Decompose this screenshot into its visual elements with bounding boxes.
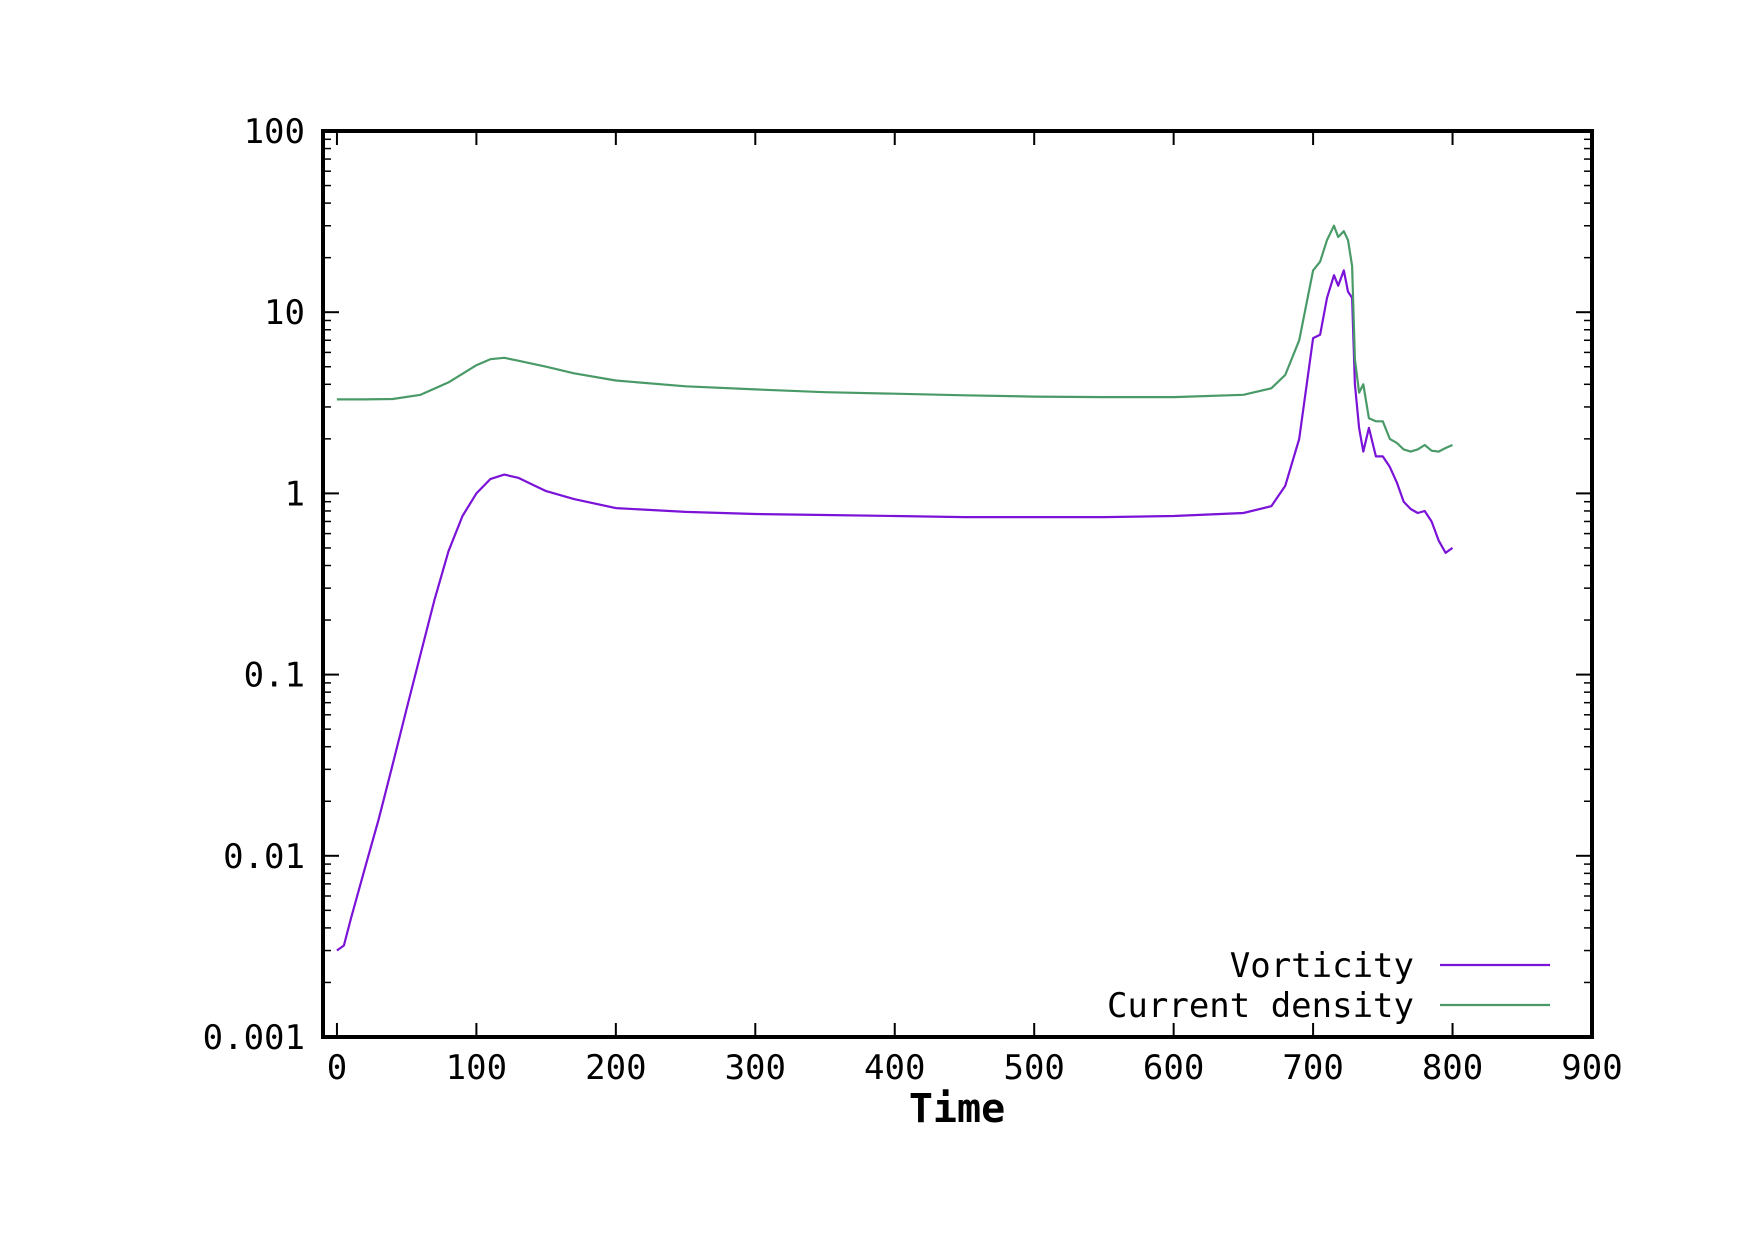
x-tick-label: 600 — [1143, 1048, 1204, 1088]
x-tick-labels: 0 100 200 300 400 500 600 700 800 900 — [327, 1048, 1623, 1088]
y-tick-label: 0.01 — [223, 837, 305, 877]
x-tick-label: 400 — [864, 1048, 925, 1088]
x-tick-label: 500 — [1003, 1048, 1064, 1088]
y-tick-label: 100 — [244, 112, 305, 152]
series-line-current-density — [336, 224, 1453, 453]
legend-label: Vorticity — [1230, 946, 1414, 986]
y-tick-label: 0.1 — [244, 656, 305, 696]
y-tick-labels: 0.001 0.01 0.1 1 10 100 — [203, 112, 305, 1058]
x-tick-label: 200 — [585, 1048, 646, 1088]
x-tick-label: 900 — [1561, 1048, 1622, 1088]
ticks-group — [323, 130, 1593, 1038]
y-tick-label: 10 — [264, 293, 305, 333]
x-tick-label: 0 — [327, 1048, 347, 1088]
series-group — [336, 224, 1454, 952]
x-tick-label: 700 — [1282, 1048, 1343, 1088]
x-tick-label: 100 — [446, 1048, 507, 1088]
series-line-vorticity — [336, 269, 1454, 952]
legend-label: Current density — [1107, 986, 1414, 1026]
x-tick-label: 300 — [725, 1048, 786, 1088]
y-tick-label: 0.001 — [203, 1018, 305, 1058]
x-tick-label: 800 — [1422, 1048, 1483, 1088]
plot-frame — [321, 129, 1594, 1039]
x-axis-title: Time — [909, 1086, 1005, 1132]
y-tick-label: 1 — [285, 474, 305, 514]
